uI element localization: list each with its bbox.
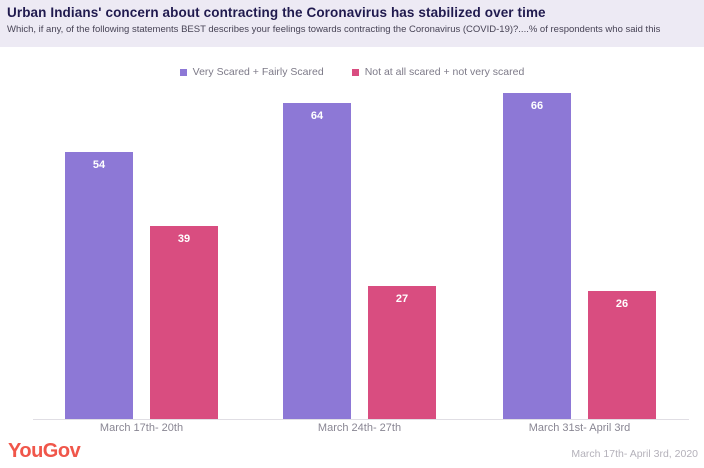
bar-not-scared-period-2: 27 — [368, 286, 436, 419]
bar-scared-period-1: 54 — [65, 152, 133, 419]
bar-value-label: 54 — [92, 159, 106, 171]
x-axis-label-period-1: March 17th- 20th — [99, 422, 184, 434]
legend-item-scared: Very Scared + Fairly Scared — [179, 66, 324, 78]
legend-label: Very Scared + Fairly Scared — [192, 66, 324, 78]
bar-scared-period-2: 64 — [283, 103, 351, 419]
chart-title: Urban Indians' concern about contracting… — [7, 5, 546, 20]
legend-item-not-scared: Not at all scared + not very scared — [351, 66, 525, 78]
bar-value-label: 66 — [530, 100, 544, 112]
legend-swatch-icon — [179, 68, 187, 76]
legend-label: Not at all scared + not very scared — [364, 66, 525, 78]
x-axis-label-period-2: March 24th- 27th — [317, 422, 402, 434]
bar-value-label: 39 — [177, 233, 191, 245]
x-axis-line — [33, 418, 689, 420]
bar-not-scared-period-1: 39 — [150, 226, 218, 419]
bar-value-label: 27 — [395, 293, 409, 305]
footer-date-range: March 17th- April 3rd, 2020 — [571, 448, 698, 460]
chart-subtitle: Which, if any, of the following statemen… — [7, 24, 661, 35]
x-axis-label-period-3: March 31st- April 3rd — [528, 422, 631, 434]
bar-value-label: 64 — [310, 110, 324, 122]
yougov-logo: YouGov — [8, 440, 81, 462]
chart-legend: Very Scared + Fairly Scared Not at all sc… — [0, 66, 704, 78]
bar-not-scared-period-3: 26 — [588, 291, 656, 419]
legend-swatch-icon — [351, 68, 359, 76]
bar-value-label: 26 — [615, 298, 629, 310]
bar-scared-period-3: 66 — [503, 93, 571, 419]
chart-header: Urban Indians' concern about contracting… — [0, 0, 704, 47]
